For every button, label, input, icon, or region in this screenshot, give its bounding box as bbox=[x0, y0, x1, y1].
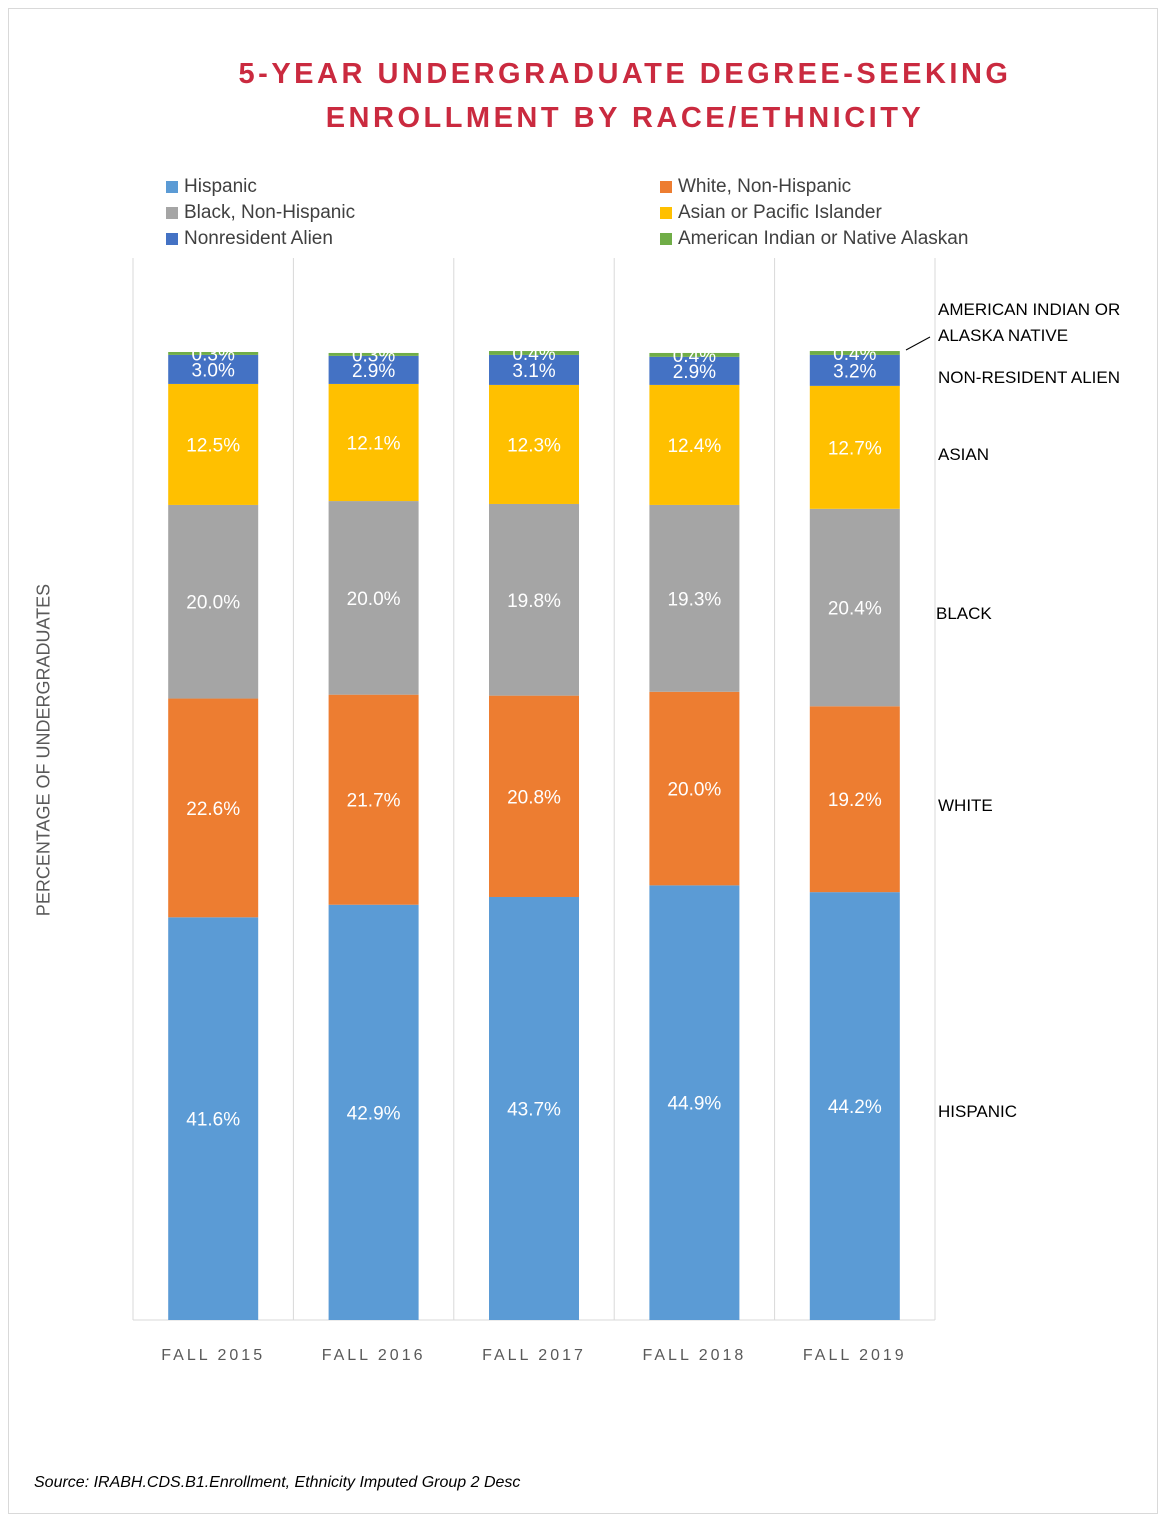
data-label: 20.0% bbox=[347, 589, 401, 610]
legend-item: Nonresident Alien bbox=[166, 228, 333, 250]
series-side-label: AMERICAN INDIAN OR bbox=[938, 300, 1120, 319]
bar-segment bbox=[649, 691, 740, 886]
legend-swatch bbox=[166, 233, 178, 245]
legend-label: American Indian or Native Alaskan bbox=[678, 228, 969, 249]
bar-segment bbox=[809, 892, 900, 1320]
bar-segment bbox=[809, 351, 900, 355]
data-label: 21.7% bbox=[347, 791, 401, 812]
data-label: 19.8% bbox=[507, 591, 561, 612]
bar-segment bbox=[809, 508, 900, 707]
legend-swatch bbox=[660, 181, 672, 193]
source-note: Source: IRABH.CDS.B1.Enrollment, Ethnici… bbox=[34, 1474, 521, 1491]
data-label: 3.1% bbox=[512, 361, 555, 382]
data-label: 12.3% bbox=[507, 435, 561, 456]
leader-line bbox=[905, 336, 931, 351]
chart-title-line-2: ENROLLMENT BY RACE/ETHNICITY bbox=[325, 102, 925, 134]
data-label: 0.4% bbox=[673, 346, 716, 367]
bar-segment bbox=[809, 706, 900, 893]
data-label: 20.0% bbox=[186, 593, 240, 614]
bar-segment bbox=[489, 896, 579, 1320]
legend-swatch bbox=[660, 233, 672, 245]
series-side-label: ALASKA NATIVE bbox=[938, 326, 1068, 345]
legend-swatch bbox=[166, 181, 178, 193]
bar-segment bbox=[489, 384, 579, 504]
chart-frame bbox=[8, 8, 1158, 1514]
bar-segment bbox=[328, 355, 419, 384]
data-label: 0.3% bbox=[192, 344, 235, 365]
bar-segment bbox=[168, 504, 259, 699]
bar-segment bbox=[809, 385, 900, 509]
data-label: 12.4% bbox=[667, 436, 721, 457]
legend-item: Black, Non-Hispanic bbox=[166, 202, 355, 224]
bar-segment bbox=[489, 351, 579, 355]
bar-segment bbox=[489, 354, 579, 385]
data-label: 41.6% bbox=[186, 1110, 240, 1131]
data-label: 2.9% bbox=[352, 361, 395, 382]
legend-label: Black, Non-Hispanic bbox=[184, 202, 356, 223]
legend-swatch bbox=[166, 207, 178, 219]
data-label: 44.9% bbox=[667, 1094, 721, 1115]
bar-segment bbox=[328, 694, 419, 905]
data-label: 3.2% bbox=[833, 361, 876, 382]
data-label: 12.1% bbox=[347, 434, 401, 455]
series-side-label: NON-RESIDENT ALIEN bbox=[938, 368, 1120, 387]
data-label: 12.7% bbox=[828, 438, 882, 459]
bar-segment bbox=[649, 504, 740, 692]
x-tick-label: FALL 2019 bbox=[803, 1347, 907, 1364]
bar-segment bbox=[168, 354, 259, 384]
data-label: 44.2% bbox=[828, 1097, 882, 1118]
bar-segment bbox=[168, 383, 259, 505]
chart-title-line-1: 5-YEAR UNDERGRADUATE DEGREE-SEEKING bbox=[238, 58, 1012, 90]
bar-segment bbox=[328, 904, 419, 1320]
data-label: 0.4% bbox=[512, 344, 555, 365]
data-label: 22.6% bbox=[186, 799, 240, 820]
data-label: 12.5% bbox=[186, 435, 240, 456]
data-label: 2.9% bbox=[673, 362, 716, 383]
legend-item: American Indian or Native Alaskan bbox=[660, 228, 968, 250]
legend-item: Hispanic bbox=[166, 176, 257, 198]
data-label: 0.3% bbox=[352, 345, 395, 366]
data-label: 0.4% bbox=[833, 344, 876, 365]
series-side-label: ASIAN bbox=[938, 445, 989, 464]
legend-item: Asian or Pacific Islander bbox=[660, 202, 882, 224]
data-label: 20.0% bbox=[667, 780, 721, 801]
data-label: 43.7% bbox=[507, 1099, 561, 1120]
bar-segment bbox=[168, 352, 259, 355]
bar-segment bbox=[809, 354, 900, 386]
series-side-label: HISPANIC bbox=[938, 1102, 1017, 1121]
bar-segment bbox=[489, 695, 579, 897]
bar-segment bbox=[649, 352, 740, 357]
series-side-label: BLACK bbox=[936, 604, 992, 623]
bar-segment bbox=[649, 384, 740, 505]
legend-item: White, Non-Hispanic bbox=[660, 176, 851, 198]
data-label: 19.3% bbox=[667, 589, 721, 610]
series-side-label: WHITE bbox=[938, 796, 993, 815]
bar-segment bbox=[328, 352, 419, 356]
data-label: 20.4% bbox=[828, 599, 882, 620]
bar-segment bbox=[168, 698, 259, 918]
data-label: 19.2% bbox=[828, 790, 882, 811]
x-tick-label: FALL 2018 bbox=[642, 1347, 746, 1364]
bar-segment bbox=[328, 383, 419, 502]
bar-segment bbox=[489, 503, 579, 696]
legend-label: Hispanic bbox=[184, 176, 257, 197]
x-tick-label: FALL 2017 bbox=[482, 1347, 586, 1364]
legend-label: White, Non-Hispanic bbox=[678, 176, 852, 197]
bar-segment bbox=[328, 501, 419, 695]
x-tick-label: FALL 2015 bbox=[161, 1347, 265, 1364]
x-tick-label: FALL 2016 bbox=[322, 1347, 426, 1364]
legend-swatch bbox=[660, 207, 672, 219]
bar-segment bbox=[649, 356, 740, 385]
data-label: 20.8% bbox=[507, 787, 561, 808]
legend-label: Nonresident Alien bbox=[184, 228, 333, 249]
data-label: 3.0% bbox=[192, 360, 235, 381]
bar-segment bbox=[649, 885, 740, 1320]
data-label: 42.9% bbox=[347, 1103, 401, 1124]
legend-label: Asian or Pacific Islander bbox=[678, 202, 882, 223]
bar-segment bbox=[168, 917, 259, 1320]
